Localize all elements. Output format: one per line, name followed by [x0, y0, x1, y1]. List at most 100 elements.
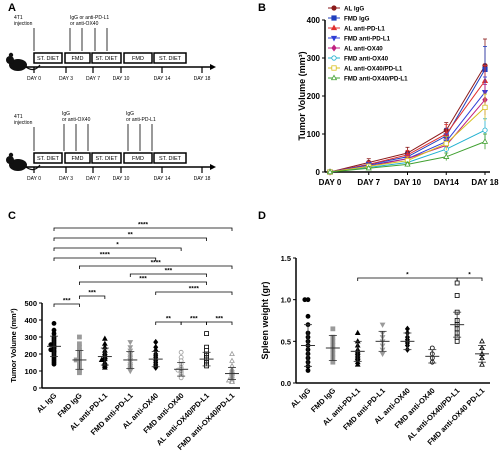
significance-bracket: [456, 277, 483, 281]
significance-bracket: [53, 257, 157, 261]
significance-label: *: [116, 242, 119, 249]
y-tick-label: 400: [24, 316, 37, 325]
significance-label: ****: [138, 222, 149, 229]
y-axis-label: Tumor Volume (mm³): [9, 308, 18, 383]
data-point: [481, 138, 489, 144]
y-tick-label: 500: [24, 299, 37, 308]
y-tick-label: 200: [307, 92, 321, 101]
y-tick-label: 0.5: [281, 337, 291, 346]
legend-label: FMD anti-OX40/PD-L1: [344, 76, 408, 83]
data-point: [379, 322, 386, 328]
panel-label-d: D: [258, 210, 266, 222]
diet-box-label: ST. DIET: [95, 56, 118, 62]
diet-box: [33, 152, 63, 164]
diet-box: [91, 152, 122, 164]
data-point: [482, 127, 488, 133]
diet-box: [64, 52, 91, 64]
data-point: [482, 104, 488, 110]
significance-label: ****: [100, 252, 111, 259]
data-point: [101, 335, 108, 341]
legend-label: AL IgG: [344, 6, 364, 13]
x-tick-label: DAY 18: [471, 178, 499, 187]
injection-label: injection: [14, 21, 33, 27]
legend-label: AL anti-PD-L1: [344, 26, 385, 33]
legend-marker: [331, 44, 337, 52]
day-label: DAY 14: [154, 176, 171, 182]
day-label: DAY 3: [59, 176, 73, 182]
diet-box-label: FMD: [132, 56, 144, 62]
diet-box-label: FMD: [132, 156, 144, 162]
timeline-arrow-icon: [210, 164, 216, 170]
diet-box: [153, 52, 187, 64]
data-point: [305, 313, 311, 319]
diet-box-label: ST. DIET: [159, 156, 182, 162]
legend-label: AL anti-OX40/PD-L1: [344, 66, 403, 73]
diet-box-label: FMD: [72, 156, 84, 162]
treatment-label: or anti-PD-L1: [126, 117, 156, 123]
diet-box: [64, 152, 91, 164]
significance-bracket: [53, 237, 207, 241]
y-tick-label: 1.5: [281, 254, 291, 263]
injection-label: 4T1: [14, 15, 23, 21]
data-point: [443, 153, 450, 159]
y-tick-label: 300: [307, 54, 321, 63]
tumor-volume-dotplot: 0 100 200 300 400 500 Tumor Volume (mm³) AL IgG…: [9, 222, 240, 452]
day-label: DAY 18: [194, 176, 211, 182]
injection-label: injection: [14, 120, 33, 126]
mouse-icon: [9, 59, 27, 71]
treatment-label: IgG or anti-PD-L1: [70, 15, 109, 21]
y-tick-label: 300: [24, 333, 37, 342]
day-label: DAY 10: [113, 176, 130, 182]
data-point: [153, 338, 159, 346]
mouse-icon: [9, 159, 27, 171]
y-tick-label: 400: [307, 16, 321, 25]
data-point: [305, 368, 311, 373]
legend-marker: [330, 74, 338, 81]
data-point: [204, 331, 209, 336]
significance-bracket: [53, 303, 80, 307]
diet-box: [123, 52, 153, 64]
data-point: [454, 338, 460, 344]
treatment-label: or anti-OX40: [62, 117, 91, 123]
diet-box-label: FMD: [72, 56, 84, 62]
legend-label: FMD anti-OX40: [344, 56, 389, 63]
significance-bracket: [206, 321, 233, 325]
data-point: [365, 164, 372, 171]
data-point: [127, 345, 134, 351]
mouse-ear-icon: [8, 52, 14, 58]
significance-label: **: [128, 232, 134, 239]
y-tick-label: 0: [316, 168, 321, 177]
data-point: [454, 293, 460, 298]
data-point: [225, 377, 232, 383]
legend-label: FMD IgG: [344, 16, 370, 23]
schedule-diagram: ST. DIET FMD ST. DIET FMD ST. DIET DAY 0 DAY 3…: [6, 15, 216, 182]
timeline-arrow-icon: [210, 64, 216, 70]
diet-box-label: ST. DIET: [37, 156, 60, 162]
significance-bracket: [53, 247, 182, 251]
x-tick-label: AL IgG: [35, 391, 59, 415]
legend-marker: [331, 15, 337, 21]
data-point: [443, 140, 449, 147]
data-point: [479, 361, 485, 367]
significance-label: **: [166, 316, 172, 323]
significance-label: *: [468, 272, 471, 279]
legend-label: AL anti-OX40: [344, 46, 383, 53]
day-label: DAY 3: [59, 76, 73, 82]
y-tick-label: 200: [24, 350, 37, 359]
diet-box-label: ST. DIET: [37, 56, 60, 62]
day-label: DAY 0: [27, 176, 41, 182]
x-tick-label: AL IgG: [289, 386, 313, 410]
data-point: [229, 378, 235, 385]
data-point: [178, 349, 184, 355]
day-label: DAY 10: [113, 76, 130, 82]
significance-label: ***: [139, 276, 147, 283]
y-tick-label: 1.0: [281, 296, 291, 305]
mouse-head-icon: [6, 156, 14, 164]
significance-label: *: [406, 272, 409, 279]
day-label: DAY 7: [86, 176, 100, 182]
diet-box: [153, 152, 187, 164]
data-point: [51, 361, 57, 367]
significance-label: ***: [190, 316, 198, 323]
significance-label: ***: [215, 316, 223, 323]
